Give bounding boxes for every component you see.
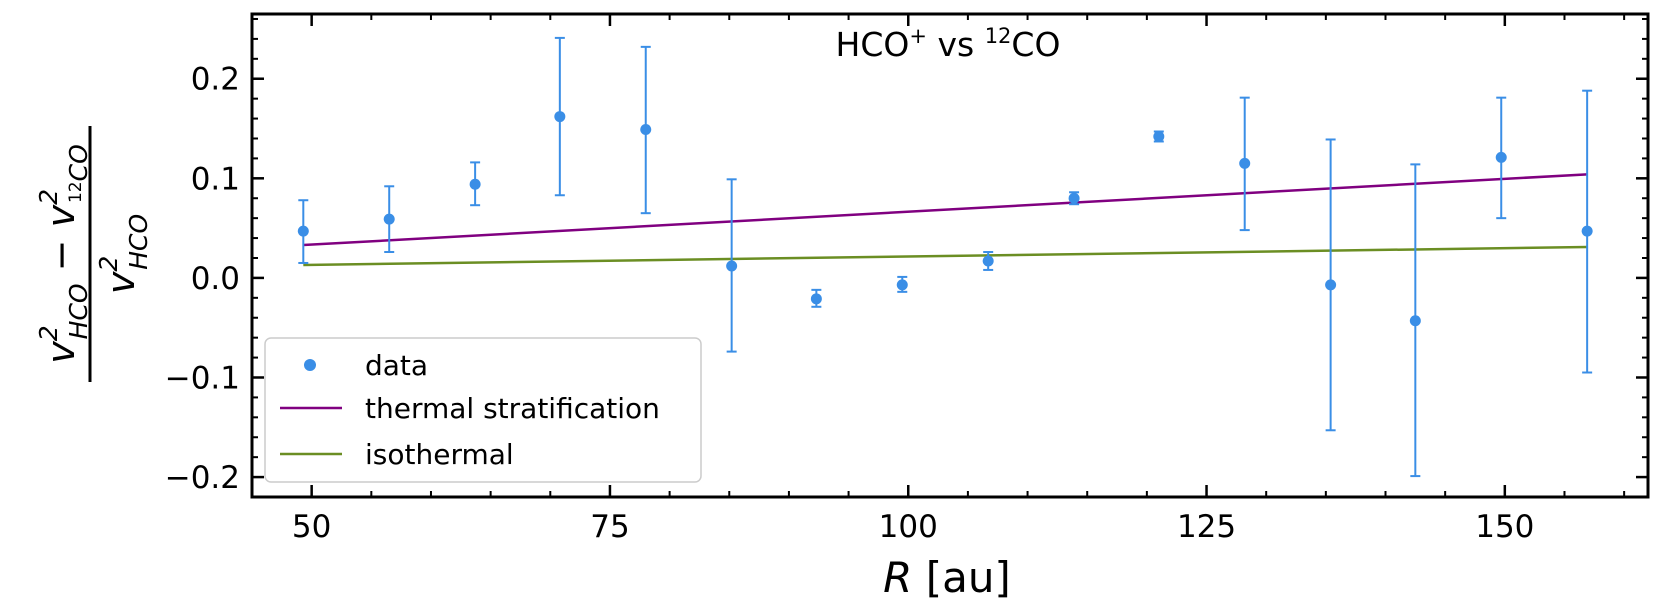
title-species-a-sup: + [909,24,927,48]
y-label-iso: 12 [66,181,86,203]
data-point [810,293,822,305]
legend-label-thermal: thermal stratification [365,392,660,425]
x-tick-label: 75 [590,509,629,545]
y-label-hco3: HCO [124,214,153,270]
y-label-minus: − [39,227,83,283]
y-label-v1: v [39,341,83,364]
data-point [1581,225,1593,237]
series-line-isothermal [303,245,1588,267]
data-point [1068,192,1080,204]
data-point [469,178,481,190]
data-point [383,213,395,225]
x-axis-label: R [au] [883,553,1011,602]
y-tick-label: −0.2 [165,460,240,496]
data-point [726,260,738,272]
y-label-hco1: HCO [64,283,93,339]
legend-label-data: data [365,349,428,382]
major-ticks [252,14,1648,497]
x-axis-unit: [au] [912,553,1010,602]
y-tick-label: 0.2 [191,62,240,98]
data-point [896,279,908,291]
data-point [1325,279,1337,291]
y-label-sq2: 2 [34,189,63,205]
plot-frame [250,12,1650,499]
title-species-a: HCO [836,25,910,64]
title-species-b-sup: 12 [985,24,1012,48]
data-point [640,124,652,136]
legend-label-isothermal: isothermal [365,438,514,471]
title-connector: vs [927,25,985,64]
y-tick-label: 0.1 [191,161,240,197]
data-point [982,255,994,267]
y-tick-label: 0.0 [191,261,240,297]
y-label-sq1: 2 [34,325,63,341]
y-label-sq3: 2 [94,256,123,272]
x-axis-var: R [883,553,912,602]
legend-box [264,337,702,483]
y-axis-label: v2HCO − v2 12CO v2HCO [34,126,153,382]
legend: data thermal stratification isothermal [264,337,702,483]
data-point [297,225,309,237]
data-point [1239,157,1251,169]
title-species-b: CO [1011,25,1060,64]
data-point [1409,315,1421,327]
x-tick-label: 50 [292,509,331,545]
x-tick-label: 150 [1475,509,1534,545]
series-line-thermal-stratification [303,173,1588,247]
y-label-co: CO [64,144,93,181]
series-lines [303,173,1588,267]
y-label-v3: v [99,271,143,294]
y-label-v2: v [39,204,83,227]
legend-marker-data [304,359,316,371]
y-tick-label: −0.1 [165,360,240,396]
data-point [554,111,566,123]
tick-labels: 50 75 100 125 150 −0.2 −0.1 0.0 0.1 0.2 [165,62,1535,545]
data-point [1495,151,1507,163]
chart-title: HCO+ vs 12CO [836,24,1061,64]
data-point [1153,130,1165,142]
data-points [297,111,1593,327]
x-tick-label: 125 [1177,509,1236,545]
y-label-numerator: v2HCO − v2 12CO [34,144,93,364]
y-label-denominator: v2HCO [94,214,153,294]
x-tick-label: 100 [879,509,938,545]
